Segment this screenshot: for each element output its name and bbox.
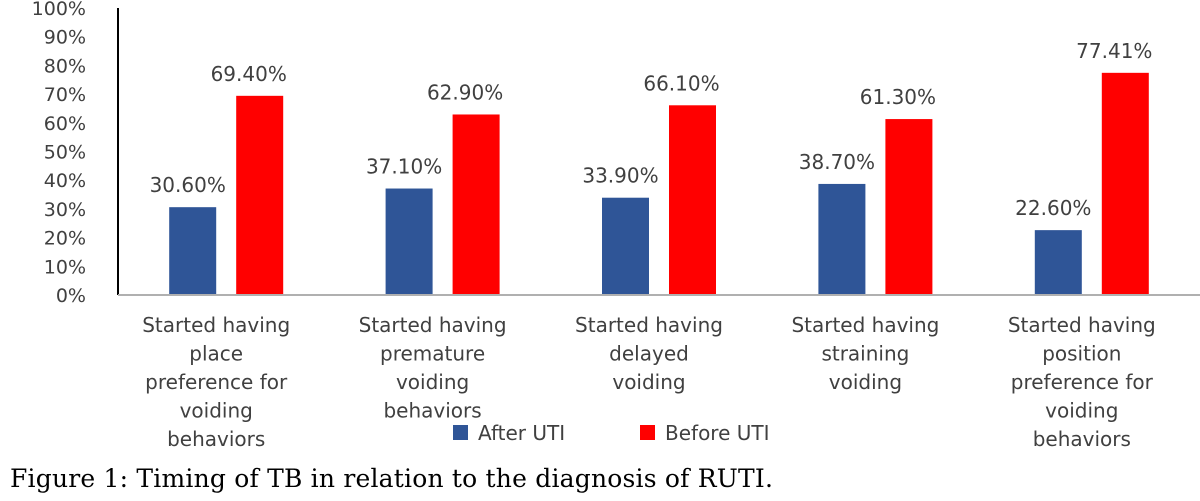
data-label: 62.90%: [427, 80, 503, 104]
data-label: 38.70%: [799, 150, 875, 174]
data-label: 66.10%: [643, 71, 719, 95]
y-tick-label: 100%: [32, 0, 86, 20]
category-label: Started having position preference for void…: [1008, 313, 1156, 451]
y-tick-label: 90%: [44, 27, 86, 49]
y-tick-label: 0%: [56, 285, 86, 307]
data-label: 69.40%: [211, 62, 287, 86]
y-tick-label: 50%: [44, 142, 86, 164]
bar-before-uti: [452, 114, 500, 296]
y-axis: 0% 10% 20% 30% 40% 50% 60% 70% 80% 90% 100%: [32, 0, 119, 307]
legend-label: Before UTI: [665, 421, 770, 445]
legend-item: After UTI: [453, 421, 565, 445]
y-tick-label: 70%: [44, 84, 86, 106]
bar-after-uti: [385, 188, 433, 295]
y-tick-label: 60%: [44, 113, 86, 135]
data-label: 33.90%: [582, 164, 658, 188]
legend-label: After UTI: [478, 421, 565, 445]
category-label: Started having straining voiding: [791, 313, 939, 394]
bar-after-uti: [818, 183, 866, 295]
category-labels: Started having place preference for voiding…: [142, 313, 1156, 451]
legend-item: Before UTI: [640, 421, 770, 445]
data-labels: 30.60% 69.40% 37.10% 62.90% 33.90% 66.10% 38.7…: [150, 39, 1153, 220]
data-label: 61.30%: [860, 85, 936, 109]
bar-after-uti: [602, 197, 649, 295]
figure-caption: Figure 1: Timing of TB in relation to th…: [10, 464, 774, 493]
data-label: 22.60%: [1015, 196, 1091, 220]
bar-after-uti: [1034, 230, 1082, 295]
bars: [169, 72, 1149, 296]
legend-swatch: [640, 425, 655, 440]
bar-before-uti: [236, 95, 284, 296]
bar-before-uti: [1101, 72, 1149, 295]
bar-before-uti: [885, 119, 933, 295]
y-tick-label: 40%: [44, 170, 86, 192]
category-label: Started having premature voiding behaviors: [359, 313, 507, 423]
y-tick-label: 20%: [44, 228, 86, 250]
bar-after-uti: [169, 207, 217, 295]
y-tick-label: 80%: [44, 55, 86, 77]
data-label: 77.41%: [1076, 39, 1152, 63]
legend-swatch: [453, 425, 468, 440]
category-label: Started having delayed voiding: [575, 313, 723, 394]
category-label: Started having place preference for voiding…: [142, 313, 290, 451]
legend: After UTI Before UTI: [453, 421, 770, 445]
data-label: 30.60%: [150, 173, 226, 197]
y-tick-label: 10%: [44, 256, 86, 278]
bar-before-uti: [669, 105, 716, 295]
data-label: 37.10%: [366, 155, 442, 179]
y-tick-label: 30%: [44, 199, 86, 221]
